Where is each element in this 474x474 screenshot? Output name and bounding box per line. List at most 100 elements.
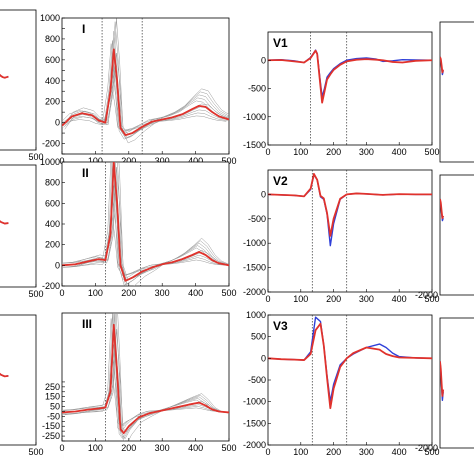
plot-area: [268, 32, 432, 145]
x-tick-label: 100: [88, 156, 103, 166]
plot-area: [268, 170, 432, 292]
overlay-trace: [62, 313, 228, 439]
y-tick-label: 50: [50, 402, 60, 412]
red-trace: [62, 162, 229, 282]
x-tick-label: 300: [359, 147, 374, 157]
x-tick-label: 0: [265, 447, 270, 457]
x-tick-label: 200: [326, 147, 341, 157]
plot-frame: [0, 164, 37, 288]
y-tick-label: 1000: [40, 13, 60, 23]
x-tick-label: 100: [293, 447, 308, 457]
x-tick-label: 400: [188, 443, 203, 453]
x-tick-label: 0: [59, 156, 64, 166]
x-tick-label: 400: [392, 447, 407, 457]
y-tick-label: -1500: [243, 263, 266, 273]
y-tick-label: 200: [45, 97, 60, 107]
x-tick-label: 300: [155, 288, 170, 298]
y-tick-label: 600: [45, 198, 60, 208]
plot-area: [440, 198, 445, 222]
x-tick-label: 200: [121, 288, 136, 298]
y-tick-label: 0: [55, 118, 60, 128]
plot-frame: [267, 169, 433, 293]
y-tick-label: 500: [251, 332, 266, 342]
red-trace: [268, 322, 432, 410]
x-tick-label: 100: [88, 288, 103, 298]
red-trace: [268, 173, 432, 237]
plot-frame: [439, 317, 474, 449]
overlay-trace: [62, 40, 228, 140]
y-tick-label: 0: [261, 55, 266, 65]
red-trace: [440, 56, 445, 74]
y-tick-label: 200: [45, 240, 60, 250]
red-trace: [62, 48, 229, 137]
y-tick-label: -1500: [243, 140, 266, 150]
y-tick-label: -500: [248, 84, 266, 94]
y-tick-label: -200: [42, 139, 60, 149]
lead-label: V1: [273, 36, 288, 50]
x-tick-label: 300: [359, 447, 374, 457]
plot-frame: [0, 9, 37, 151]
y-tick-label: -500: [248, 214, 266, 224]
plot-area: [62, 18, 229, 154]
overlay-trace: [62, 198, 228, 276]
plot-area: [0, 220, 9, 225]
x-tick-label: 0: [265, 147, 270, 157]
y-tick-label: -150: [42, 421, 60, 431]
plot-area: [440, 361, 445, 402]
x-tick-label: 100: [293, 147, 308, 157]
plot-frame: [267, 31, 433, 146]
y-tick-label: -2000: [243, 287, 266, 297]
plot-area: [0, 73, 9, 79]
x-tick-label: 500: [221, 288, 236, 298]
x-tick-label: 500: [28, 447, 43, 457]
x-tick-label: 0: [265, 294, 270, 304]
y-tick-label: -2000: [243, 440, 266, 450]
x-tick-label: 400: [188, 156, 203, 166]
y-tick-label: 600: [45, 55, 60, 65]
x-tick-label: 300: [155, 443, 170, 453]
x-tick-label: 500: [221, 156, 236, 166]
y-tick-label: 0: [261, 353, 266, 363]
x-tick-label: 0: [59, 288, 64, 298]
plot-frame: [439, 21, 474, 163]
chart-panel: -2000: [415, 174, 474, 300]
x-tick-label: 500: [28, 152, 43, 162]
red-trace: [440, 198, 445, 220]
y-tick-label: -1000: [243, 238, 266, 248]
red-trace: [62, 323, 229, 435]
y-tick-label: -250: [42, 431, 60, 441]
y-tick-label: 0: [55, 260, 60, 270]
y-tick-label: 250: [45, 382, 60, 392]
red-trace: [0, 372, 9, 378]
plot-frame: [439, 174, 474, 296]
y-tick-label: -1000: [243, 397, 266, 407]
x-tick-label: 500: [424, 294, 439, 304]
x-tick-label: 200: [121, 156, 136, 166]
y-tick-label: -500: [248, 375, 266, 385]
chart-panel: -2000 -1500 -1000 -500 0 0 100 200 300 400 500 V2: [243, 169, 440, 304]
plot-frame: [0, 314, 37, 446]
lead-label: II: [82, 166, 89, 180]
plot-area: [268, 315, 432, 445]
x-tick-label: 100: [293, 294, 308, 304]
overlay-trace: [63, 162, 229, 285]
plot-frame: [61, 17, 230, 155]
chart-panel: -2000: [415, 317, 474, 453]
plot-frame: [61, 161, 230, 287]
y-tick-label: -1500: [243, 418, 266, 428]
plot-area: [0, 372, 9, 378]
x-tick-label: 400: [188, 288, 203, 298]
lead-label: V3: [273, 319, 288, 333]
red-trace: [0, 220, 9, 225]
chart-panel: -1500 -1000 -500 0 0 100 200 300 400 500 V1: [243, 31, 440, 157]
red-trace: [268, 49, 432, 104]
plot-area: [62, 162, 229, 286]
y-tick-label: -200: [42, 281, 60, 291]
y-tick-label: -2000: [415, 443, 438, 453]
x-tick-label: 200: [121, 443, 136, 453]
